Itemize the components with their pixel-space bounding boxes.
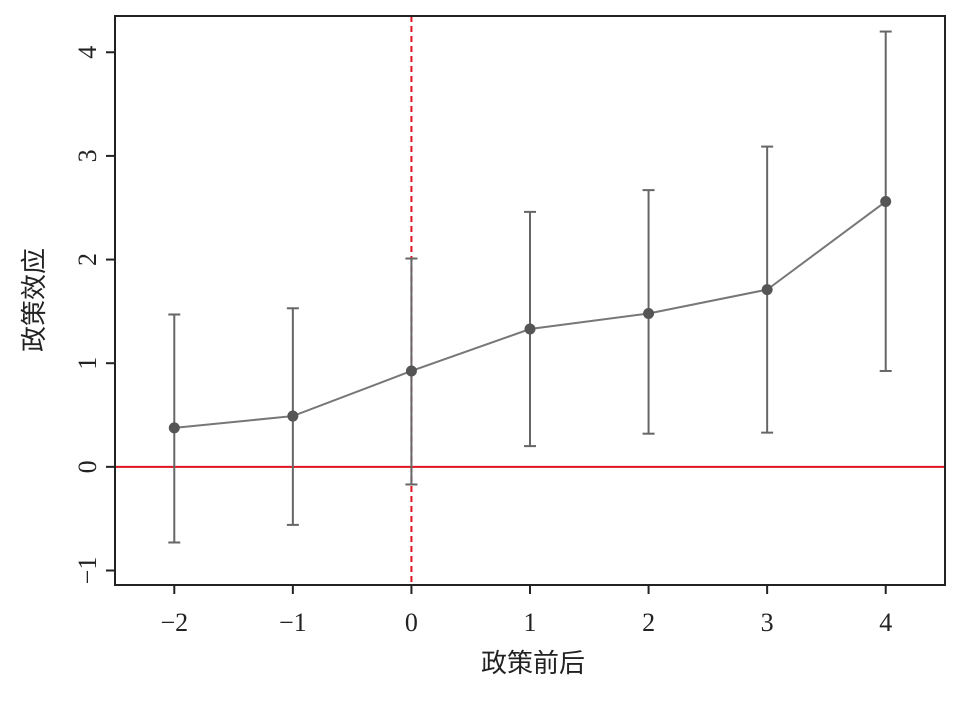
x-tick-label: 3 [761, 608, 774, 637]
y-axis-label: 政策效应 [20, 248, 49, 352]
y-tick-label: 2 [73, 253, 102, 266]
x-tick-label: 2 [642, 608, 655, 637]
point [405, 365, 417, 377]
x-tick-label: 0 [405, 608, 418, 637]
point [643, 307, 655, 319]
point [287, 410, 299, 422]
point [524, 323, 536, 335]
plot-frame [114, 15, 946, 586]
point [761, 284, 773, 296]
point [880, 196, 892, 208]
y-tick-label: 1 [73, 357, 102, 370]
y-tick-label: 3 [73, 149, 102, 162]
x-tick-label: −2 [160, 608, 188, 637]
y-tick-label: −1 [73, 557, 102, 585]
y-tick-label: 0 [73, 460, 102, 473]
x-tick-label: −1 [279, 608, 307, 637]
y-tick-label: 4 [73, 46, 102, 59]
point [168, 422, 180, 434]
x-tick-label: 4 [879, 608, 892, 637]
x-tick-label: 1 [524, 608, 537, 637]
x-axis-label: 政策前后 [481, 649, 585, 678]
